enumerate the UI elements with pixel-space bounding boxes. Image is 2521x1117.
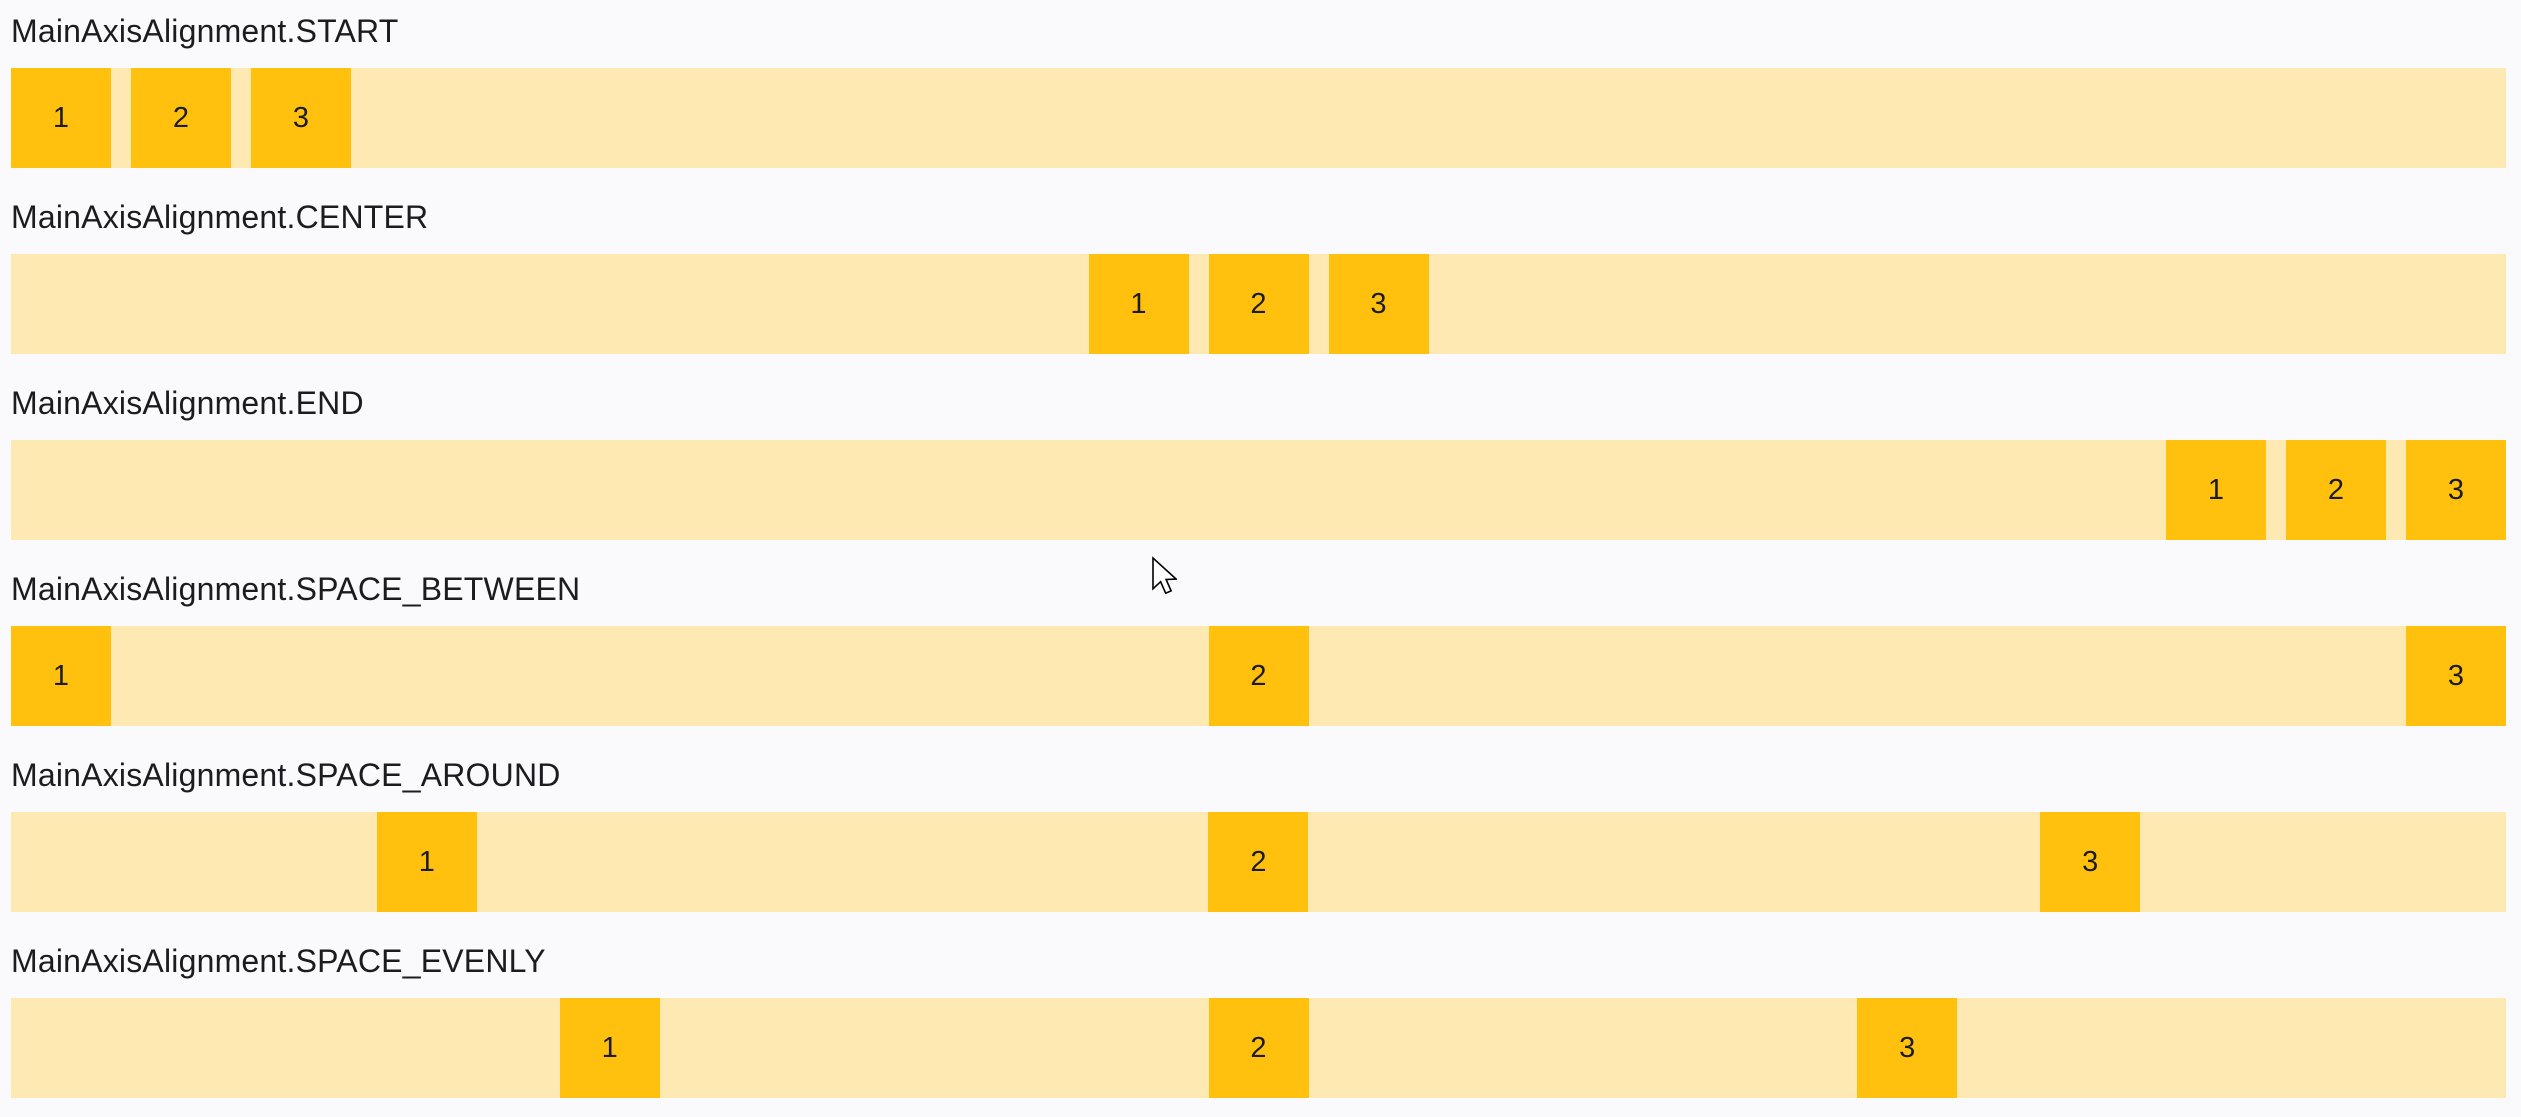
section-label: MainAxisAlignment.SPACE_EVENLY bbox=[11, 943, 546, 979]
alignment-row-start: 1 2 3 bbox=[11, 68, 2506, 168]
box-1: 1 bbox=[11, 626, 111, 726]
box-1: 1 bbox=[2166, 440, 2266, 540]
box-3: 3 bbox=[1328, 254, 1429, 354]
box-3: 3 bbox=[2040, 812, 2141, 912]
box-3: 3 bbox=[1857, 998, 1958, 1098]
box-2: 2 bbox=[131, 68, 231, 168]
box-1: 1 bbox=[1088, 254, 1189, 354]
alignment-row-end: 1 2 3 bbox=[11, 440, 2506, 540]
section-label: MainAxisAlignment.SPACE_AROUND bbox=[11, 757, 561, 793]
section-space-evenly: MainAxisAlignment.SPACE_EVENLY 1 2 3 bbox=[11, 940, 2506, 1098]
section-space-between: MainAxisAlignment.SPACE_BETWEEN 1 2 3 bbox=[11, 568, 2506, 726]
alignment-row-center: 1 2 3 bbox=[11, 254, 2506, 354]
section-label: MainAxisAlignment.END bbox=[11, 385, 364, 421]
box-2: 2 bbox=[1208, 254, 1309, 354]
alignment-row-space-evenly: 1 2 3 bbox=[11, 998, 2506, 1098]
box-2: 2 bbox=[1208, 812, 1309, 912]
box-1: 1 bbox=[11, 68, 111, 168]
box-3: 3 bbox=[2406, 626, 2506, 726]
box-3: 3 bbox=[251, 68, 351, 168]
section-center: MainAxisAlignment.CENTER 1 2 3 bbox=[11, 196, 2506, 354]
section-label: MainAxisAlignment.START bbox=[11, 13, 399, 49]
section-start: MainAxisAlignment.START 1 2 3 bbox=[11, 10, 2506, 168]
box-2: 2 bbox=[1208, 626, 1309, 726]
alignment-row-space-around: 1 2 3 bbox=[11, 812, 2506, 912]
section-space-around: MainAxisAlignment.SPACE_AROUND 1 2 3 bbox=[11, 754, 2506, 912]
box-1: 1 bbox=[376, 812, 477, 912]
box-2: 2 bbox=[1208, 998, 1309, 1098]
section-label: MainAxisAlignment.SPACE_BETWEEN bbox=[11, 571, 581, 607]
box-3: 3 bbox=[2406, 440, 2506, 540]
section-end: MainAxisAlignment.END 1 2 3 bbox=[11, 382, 2506, 540]
section-label: MainAxisAlignment.CENTER bbox=[11, 199, 429, 235]
box-1: 1 bbox=[559, 998, 660, 1098]
alignment-row-space-between: 1 2 3 bbox=[11, 626, 2506, 726]
box-2: 2 bbox=[2286, 440, 2386, 540]
